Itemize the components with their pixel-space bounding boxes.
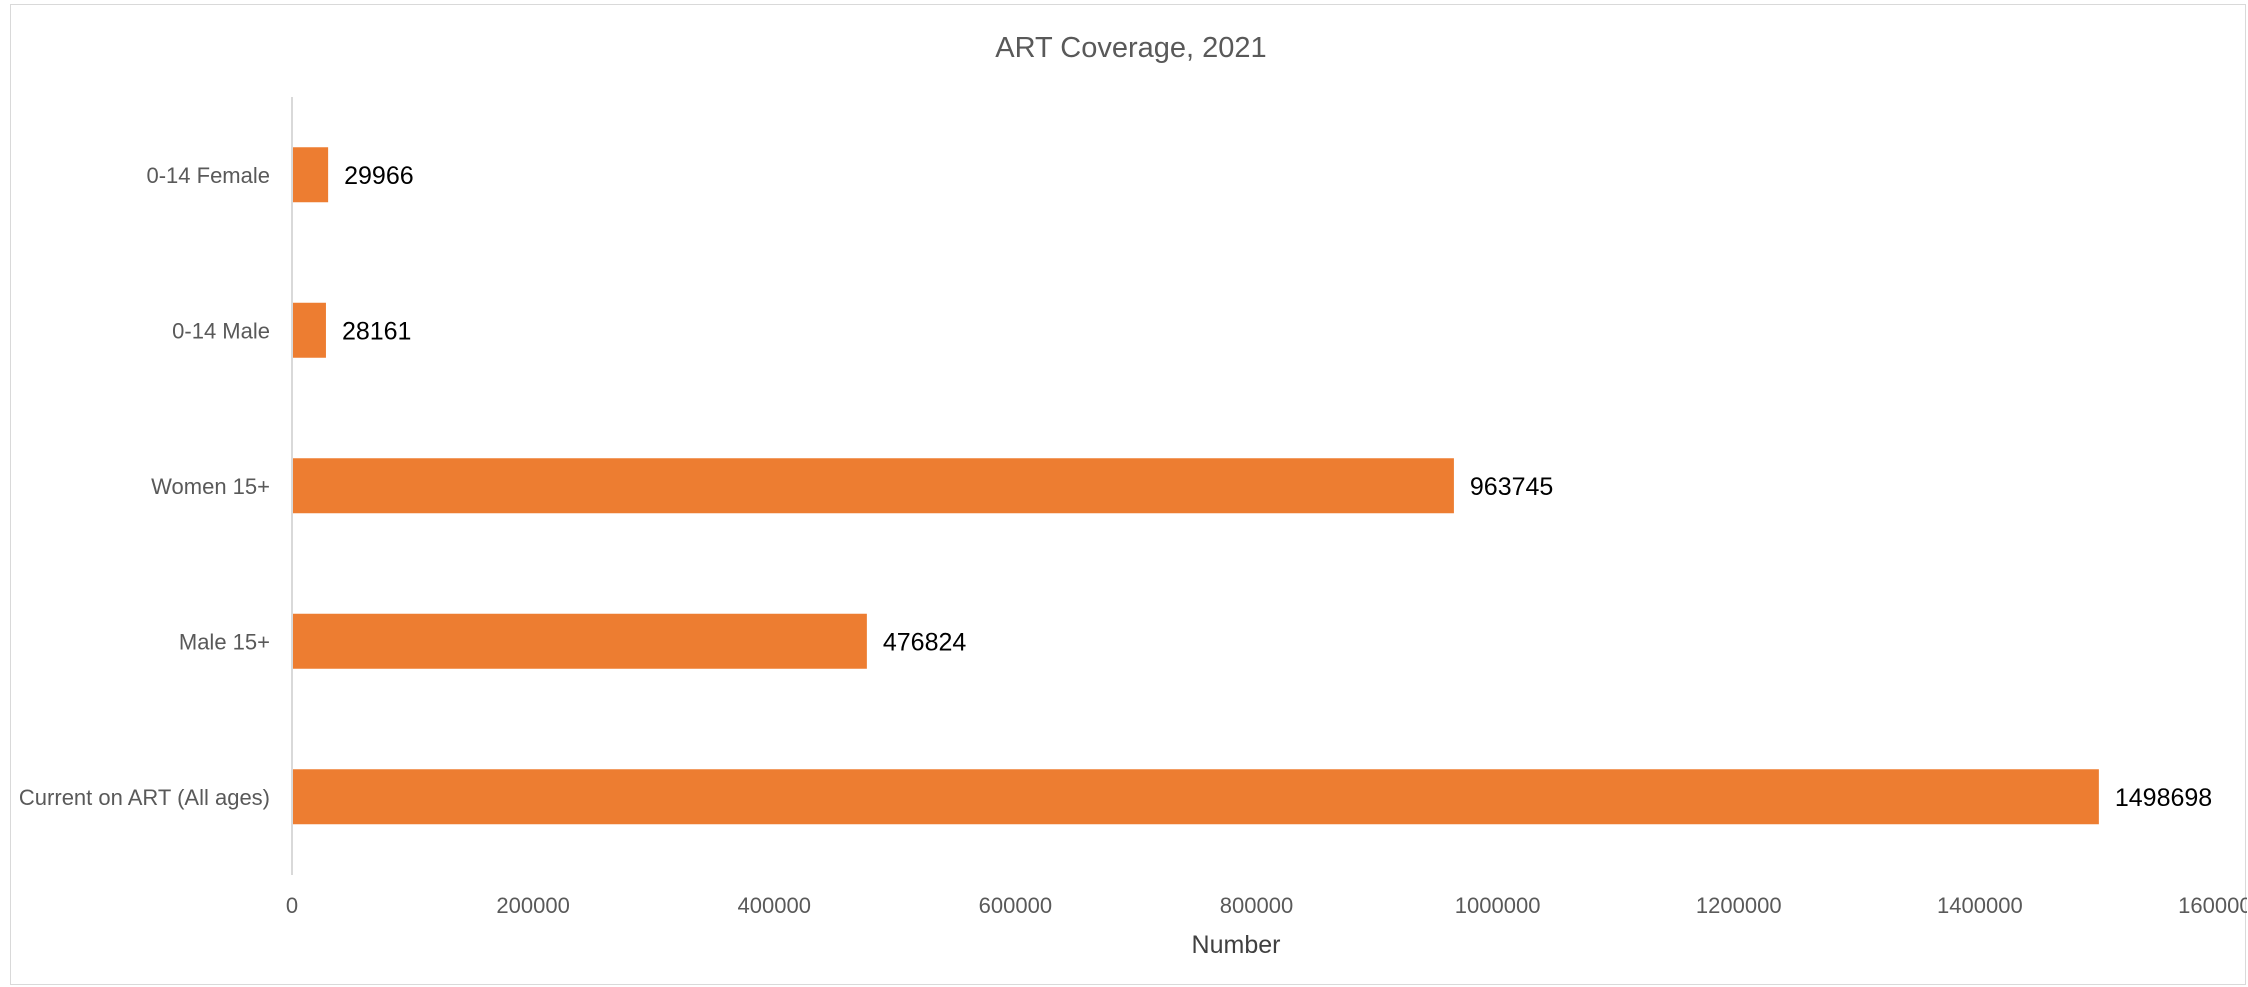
bar-women-15 bbox=[292, 458, 1454, 514]
x-axis-title: Number bbox=[1192, 931, 1281, 959]
data-label: 29966 bbox=[344, 162, 414, 190]
data-labels: 29966 28161 963745 476824 1498698 bbox=[342, 162, 2212, 812]
bar-current-on-art-all-ages bbox=[292, 769, 2099, 825]
category-label: Current on ART (All ages) bbox=[19, 785, 270, 810]
bars-layer bbox=[292, 147, 2099, 825]
category-label: Women 15+ bbox=[151, 474, 270, 499]
category-labels: 0-14 Female 0-14 Male Women 15+ Male 15+ Cur… bbox=[19, 163, 270, 810]
category-label: 0-14 Male bbox=[172, 318, 270, 343]
bar-male-15 bbox=[292, 613, 867, 669]
data-label: 1498698 bbox=[2115, 784, 2212, 812]
category-label: Male 15+ bbox=[179, 629, 270, 654]
x-tick-label: 1200000 bbox=[1696, 893, 1782, 918]
data-label: 963745 bbox=[1470, 473, 1553, 501]
data-label: 476824 bbox=[883, 628, 967, 656]
x-tick-label: 800000 bbox=[1220, 893, 1293, 918]
bar-chart: ART Coverage, 2021 0-14 Female 0-14 Male W… bbox=[19, 32, 2247, 959]
category-label: 0-14 Female bbox=[146, 163, 270, 188]
x-tick-label: 0 bbox=[286, 893, 298, 918]
x-tick-label: 1000000 bbox=[1455, 893, 1541, 918]
x-tick-labels: 0 200000 400000 600000 800000 1000000 1200000 1… bbox=[286, 893, 2247, 918]
x-tick-label: 1400000 bbox=[1937, 893, 2023, 918]
x-tick-label: 400000 bbox=[738, 893, 811, 918]
chart-frame: ART Coverage, 2021 0-14 Female 0-14 Male W… bbox=[10, 4, 2247, 985]
x-tick-label: 1600000 bbox=[2178, 893, 2247, 918]
data-label: 28161 bbox=[342, 317, 412, 345]
x-tick-label: 600000 bbox=[979, 893, 1052, 918]
chart-title: ART Coverage, 2021 bbox=[995, 32, 1266, 64]
bar-0-14-female bbox=[292, 147, 329, 203]
bar-0-14-male bbox=[292, 302, 326, 358]
x-tick-label: 200000 bbox=[496, 893, 569, 918]
